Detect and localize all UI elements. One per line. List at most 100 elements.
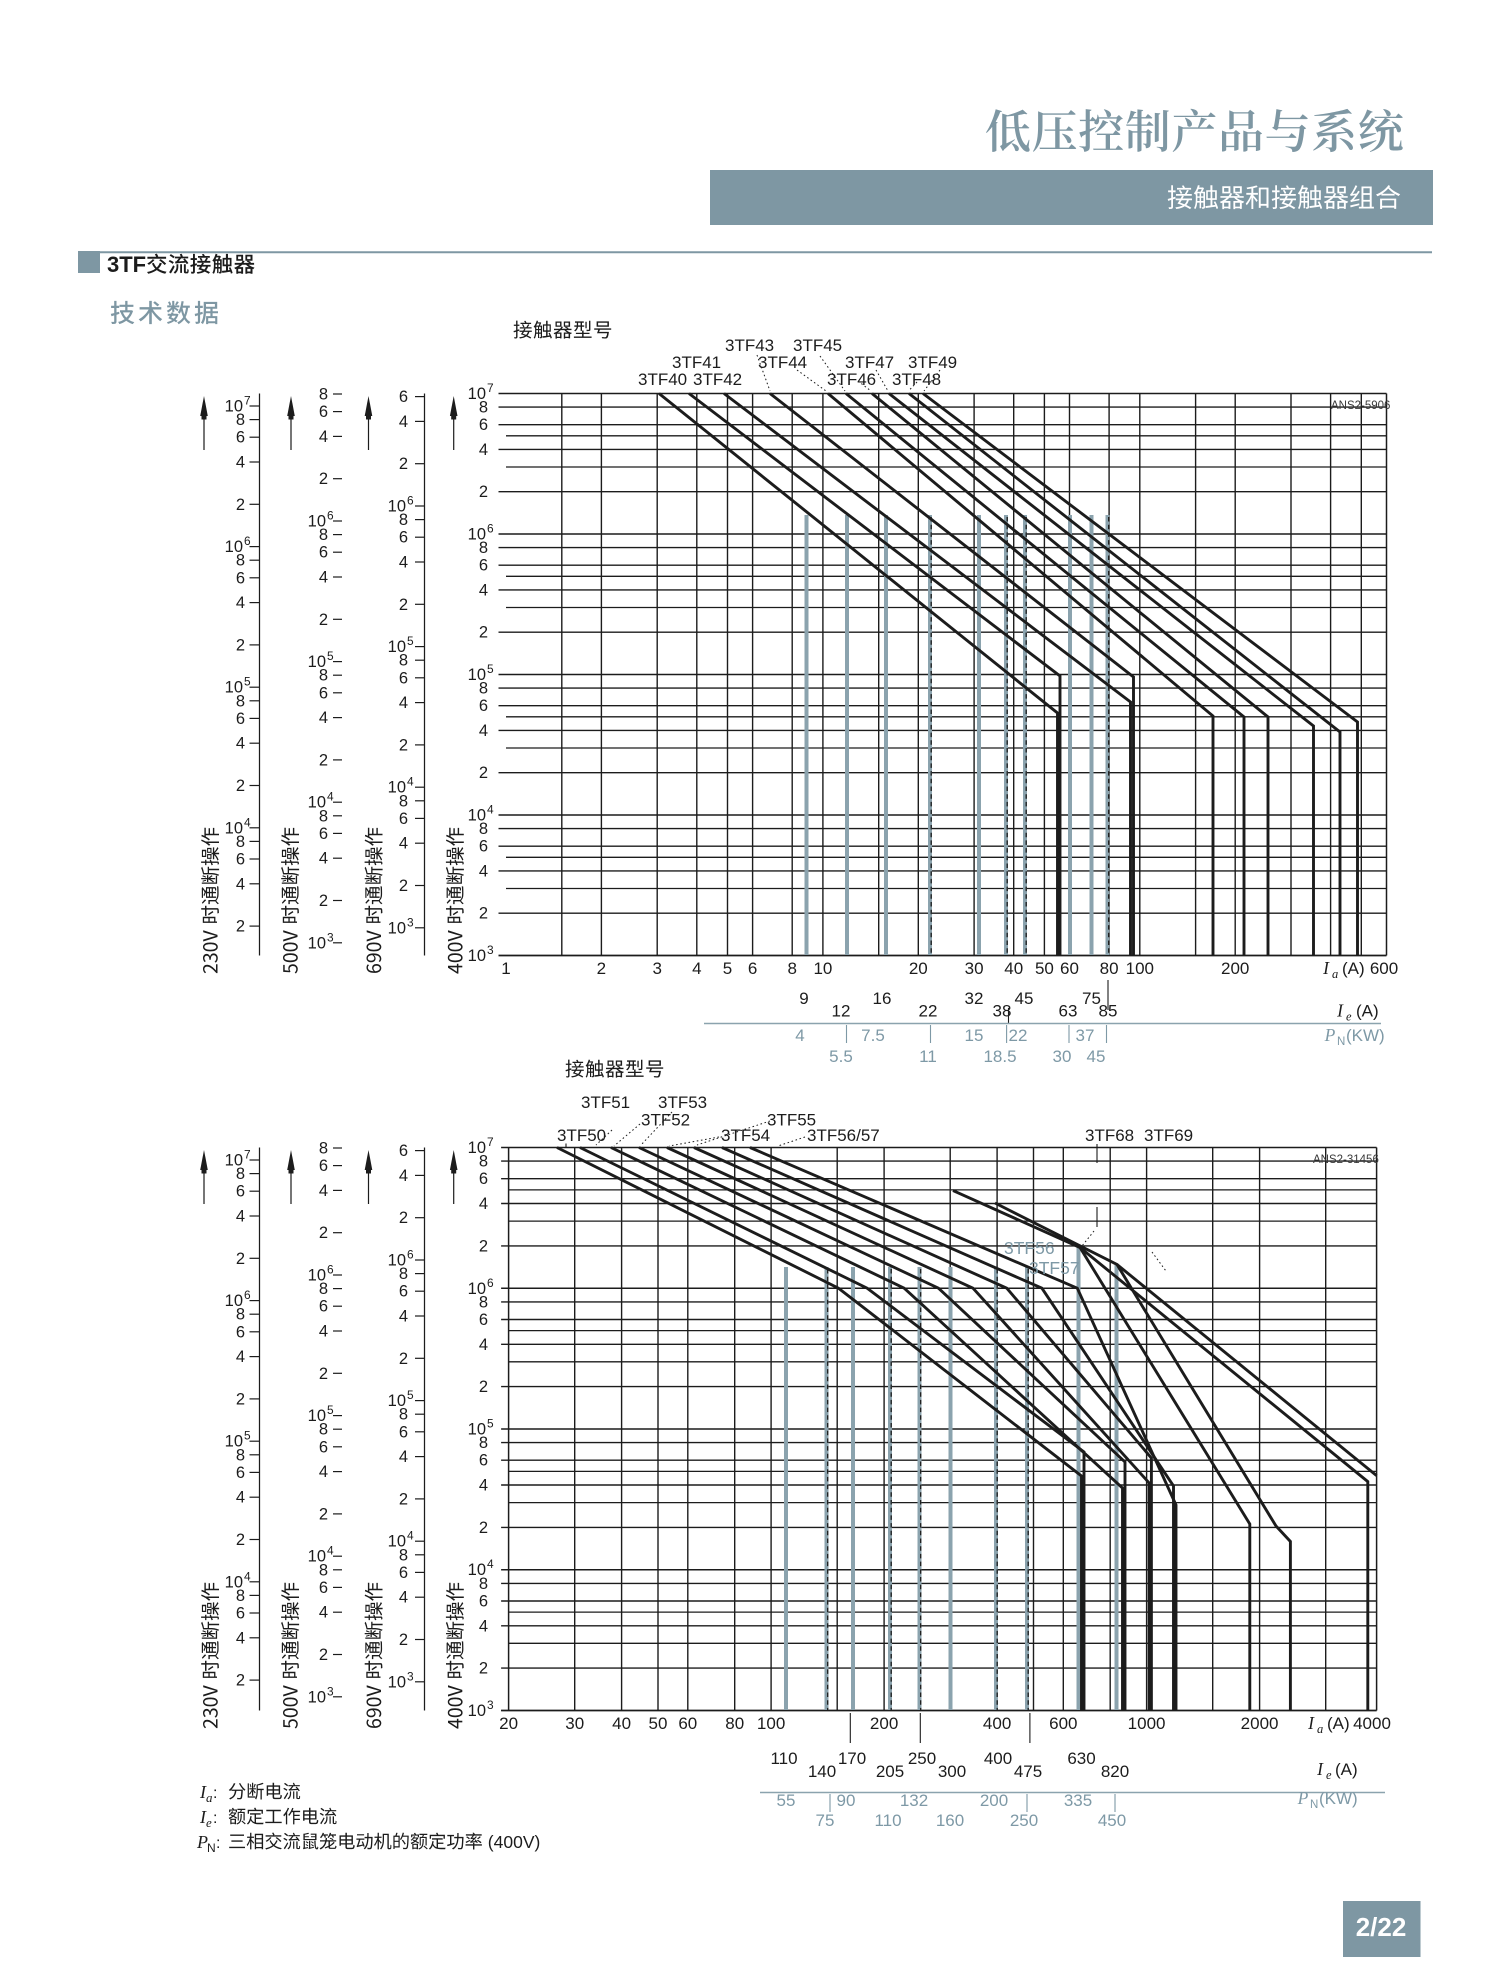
svg-text:2: 2	[399, 736, 408, 754]
svg-text:2: 2	[479, 483, 488, 501]
svg-text:2: 2	[319, 1646, 328, 1664]
svg-text:4: 4	[327, 790, 334, 804]
svg-text:I: I	[1307, 1713, 1315, 1733]
svg-text:20: 20	[499, 1714, 518, 1733]
svg-text:6: 6	[479, 416, 488, 434]
svg-text:3TF48: 3TF48	[892, 370, 941, 389]
svg-text:7: 7	[487, 381, 494, 395]
svg-text:6: 6	[399, 1142, 408, 1160]
svg-text:12: 12	[832, 1002, 851, 1021]
svg-text:2: 2	[399, 1631, 408, 1649]
svg-text:4: 4	[479, 722, 488, 740]
svg-text:3TF50: 3TF50	[557, 1126, 606, 1145]
svg-text:6: 6	[319, 1438, 328, 1456]
svg-text:10: 10	[813, 959, 832, 978]
svg-text:2: 2	[597, 959, 606, 978]
svg-text:3TF41: 3TF41	[672, 353, 721, 372]
svg-text:400: 400	[983, 1714, 1011, 1733]
svg-text:8: 8	[319, 1421, 328, 1439]
svg-text:(KW): (KW)	[1319, 1789, 1358, 1808]
svg-text:e: e	[1346, 1010, 1352, 1024]
svg-text:200: 200	[980, 1791, 1008, 1810]
svg-text:20: 20	[909, 959, 928, 978]
svg-text:3TF47: 3TF47	[845, 353, 894, 372]
svg-text:4: 4	[692, 959, 701, 978]
svg-text:100: 100	[757, 1714, 785, 1733]
svg-text:e: e	[1326, 1768, 1332, 1782]
svg-text:55: 55	[777, 1791, 796, 1810]
svg-text:8: 8	[236, 1165, 245, 1183]
svg-text:2: 2	[319, 1505, 328, 1523]
svg-text:6: 6	[407, 494, 414, 508]
svg-text:2: 2	[479, 624, 488, 642]
svg-text:6: 6	[748, 959, 757, 978]
svg-text:10: 10	[388, 498, 406, 516]
svg-text:10: 10	[308, 934, 326, 952]
svg-text:9: 9	[799, 989, 808, 1008]
svg-text:820: 820	[1101, 1762, 1129, 1781]
svg-text:32: 32	[965, 989, 984, 1008]
svg-text:(A): (A)	[1335, 1760, 1358, 1779]
svg-text:3TF: 3TF	[107, 252, 146, 277]
svg-text:6: 6	[236, 1605, 245, 1623]
svg-text:2000: 2000	[1241, 1714, 1279, 1733]
svg-text:6: 6	[244, 534, 251, 548]
svg-text:6: 6	[236, 851, 245, 869]
svg-text:2: 2	[399, 1490, 408, 1508]
svg-text:(A): (A)	[1342, 959, 1365, 978]
svg-text:8: 8	[399, 792, 408, 810]
svg-text:10: 10	[308, 1267, 326, 1285]
svg-text:6: 6	[327, 509, 334, 523]
svg-text:110: 110	[770, 1749, 797, 1768]
svg-text:2: 2	[236, 1672, 245, 1690]
svg-text:5: 5	[244, 675, 251, 689]
svg-text:450: 450	[1098, 1811, 1126, 1830]
svg-text:630: 630	[1067, 1749, 1095, 1768]
svg-text:10: 10	[468, 385, 486, 403]
svg-text:3TF55: 3TF55	[767, 1111, 816, 1130]
svg-text:10: 10	[388, 779, 406, 797]
svg-text:4: 4	[399, 1589, 408, 1607]
svg-text:250: 250	[908, 1749, 936, 1768]
svg-text:8: 8	[399, 652, 408, 670]
svg-text:2: 2	[236, 918, 245, 936]
svg-text:5: 5	[487, 662, 494, 676]
svg-text:10: 10	[308, 653, 326, 671]
svg-text:8: 8	[399, 1406, 408, 1424]
svg-text:4: 4	[399, 1308, 408, 1326]
svg-text:3TF56/57: 3TF56/57	[807, 1126, 880, 1145]
svg-text:8: 8	[236, 411, 245, 429]
svg-text:10: 10	[388, 1533, 406, 1551]
svg-text:8: 8	[479, 820, 488, 838]
svg-text:2: 2	[236, 777, 245, 795]
svg-text:4: 4	[795, 1026, 804, 1045]
svg-text:a: a	[1332, 967, 1338, 981]
svg-text:4: 4	[236, 1348, 245, 1366]
svg-text:60: 60	[678, 1714, 697, 1733]
svg-text:3TF57: 3TF57	[1029, 1258, 1080, 1278]
svg-text:a: a	[206, 1790, 213, 1805]
svg-text:6: 6	[244, 1288, 251, 1302]
svg-text:2: 2	[319, 751, 328, 769]
svg-text:6: 6	[399, 1283, 408, 1301]
svg-text:10: 10	[468, 666, 486, 684]
svg-text:3TF44: 3TF44	[758, 353, 807, 372]
svg-text:3: 3	[652, 959, 661, 978]
svg-text:3TF42: 3TF42	[693, 370, 742, 389]
svg-text:2: 2	[319, 611, 328, 629]
svg-text:8: 8	[787, 959, 796, 978]
svg-text:8: 8	[479, 1153, 488, 1171]
svg-text:8: 8	[236, 1306, 245, 1324]
svg-text:6: 6	[319, 1157, 328, 1175]
svg-text:2: 2	[479, 1660, 488, 1678]
svg-text:10: 10	[388, 919, 406, 937]
svg-text:8: 8	[479, 1575, 488, 1593]
svg-text:8: 8	[479, 399, 488, 417]
svg-text:6: 6	[319, 403, 328, 421]
svg-text:30: 30	[565, 1714, 584, 1733]
svg-text:170: 170	[838, 1749, 866, 1768]
svg-text:6: 6	[479, 557, 488, 575]
svg-text:10: 10	[225, 679, 243, 697]
svg-text:37: 37	[1076, 1026, 1095, 1045]
svg-text:50: 50	[1035, 959, 1054, 978]
